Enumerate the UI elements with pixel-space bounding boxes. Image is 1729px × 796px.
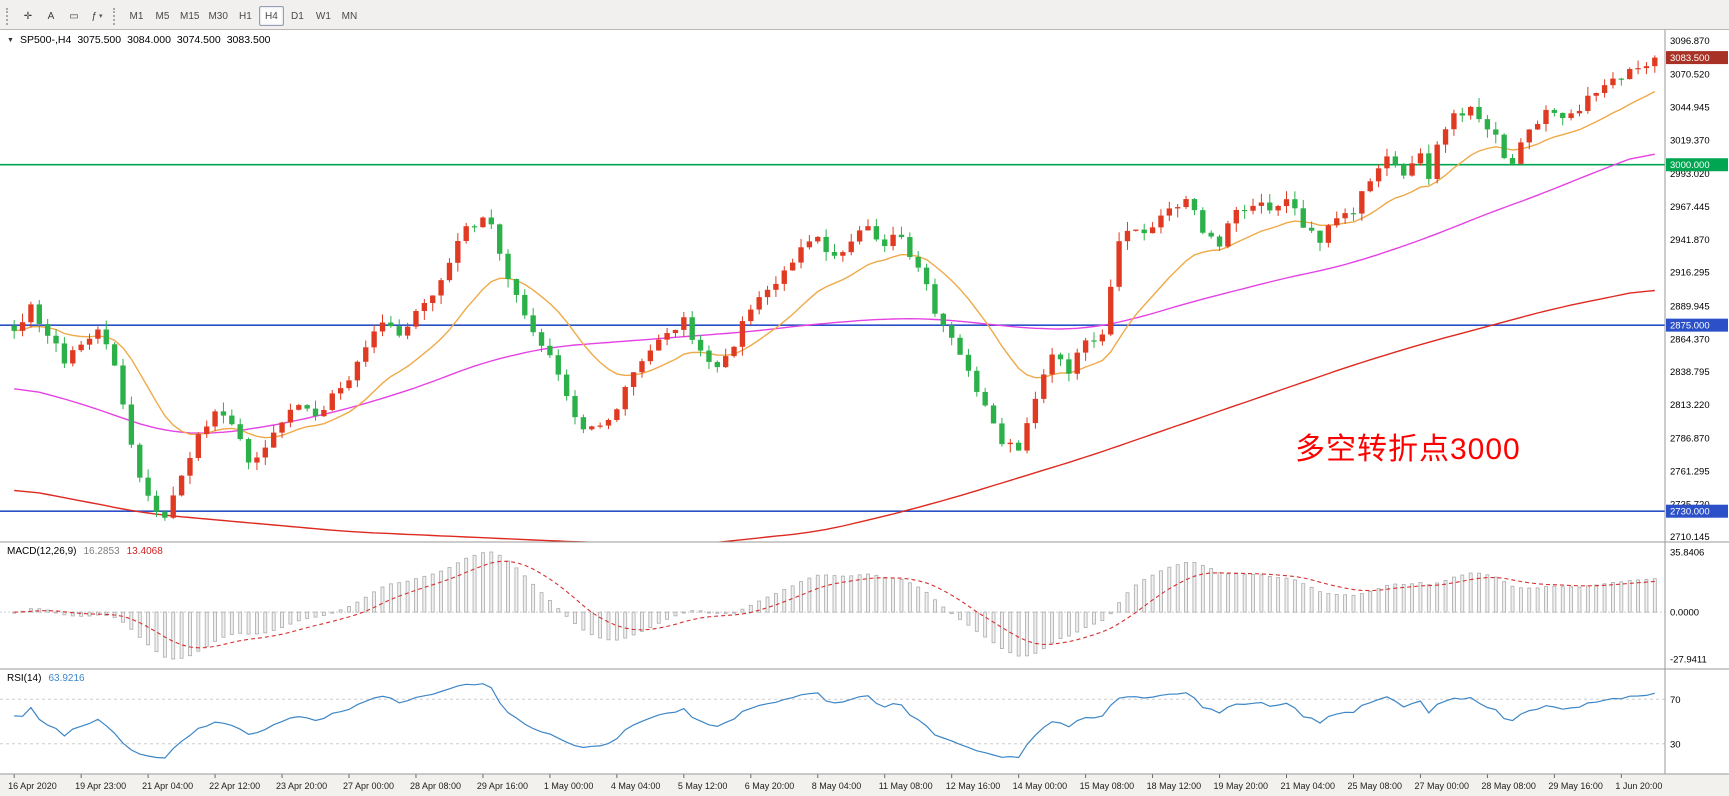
svg-text:29 May 16:00: 29 May 16:00 <box>1548 781 1603 791</box>
svg-text:3000.000: 3000.000 <box>1670 160 1710 171</box>
svg-text:27 Apr 00:00: 27 Apr 00:00 <box>343 781 394 791</box>
svg-text:-27.9411: -27.9411 <box>1670 655 1707 666</box>
svg-text:27 May 00:00: 27 May 00:00 <box>1414 781 1469 791</box>
svg-text:5 May 12:00: 5 May 12:00 <box>678 781 728 791</box>
text-label-tool-icon: A <box>47 10 55 22</box>
svg-text:0.0000: 0.0000 <box>1670 608 1699 619</box>
svg-text:22 Apr 12:00: 22 Apr 12:00 <box>209 781 260 791</box>
quote-line: ▼ SP500-,H4 3075.500 3084.000 3074.500 3… <box>7 34 271 46</box>
annotation-text: 多空转折点3000 <box>1295 433 1521 466</box>
timeframe-button-mn[interactable]: MN <box>341 10 358 22</box>
svg-text:23 Apr 20:00: 23 Apr 20:00 <box>276 781 327 791</box>
timeframe-button-h4[interactable]: H4 <box>258 6 284 26</box>
toolbar-gripper-2[interactable] <box>113 7 119 25</box>
macd-main-value: 16.2853 <box>83 546 120 557</box>
quote-close: 3083.500 <box>226 34 271 46</box>
svg-text:15 May 08:00: 15 May 08:00 <box>1080 781 1135 791</box>
svg-text:2993.020: 2993.020 <box>1670 169 1710 180</box>
macd-name: MACD(12,26,9) <box>7 546 77 557</box>
timeframe-button-d1[interactable]: D1 <box>291 10 304 22</box>
timeframe-button-h1[interactable]: H1 <box>239 10 252 22</box>
svg-text:2889.945: 2889.945 <box>1670 301 1710 312</box>
svg-text:25 May 08:00: 25 May 08:00 <box>1347 781 1402 791</box>
rsi-name: RSI(14) <box>7 673 42 684</box>
svg-text:16 Apr 2020: 16 Apr 2020 <box>8 781 57 791</box>
svg-text:6 May 20:00: 6 May 20:00 <box>745 781 795 791</box>
svg-text:2916.295: 2916.295 <box>1670 268 1710 279</box>
dropdown-caret-icon: ▾ <box>99 13 103 20</box>
svg-text:2875.000: 2875.000 <box>1670 321 1710 332</box>
svg-text:2710.145: 2710.145 <box>1670 532 1710 543</box>
svg-text:2864.370: 2864.370 <box>1670 334 1710 345</box>
svg-text:3019.370: 3019.370 <box>1670 135 1710 146</box>
crosshair-tool-button[interactable]: ✛ <box>17 6 39 26</box>
svg-text:28 Apr 08:00: 28 Apr 08:00 <box>410 781 461 791</box>
svg-text:21 May 04:00: 21 May 04:00 <box>1281 781 1336 791</box>
svg-text:12 May 16:00: 12 May 16:00 <box>946 781 1001 791</box>
indicators-tool-button[interactable]: ƒ ▾ <box>86 6 108 26</box>
svg-text:28 May 08:00: 28 May 08:00 <box>1481 781 1536 791</box>
svg-text:70: 70 <box>1670 695 1681 706</box>
svg-text:11 May 08:00: 11 May 08:00 <box>879 781 933 791</box>
timeframe-button-m30[interactable]: M30 <box>208 10 228 22</box>
svg-text:14 May 00:00: 14 May 00:00 <box>1013 781 1068 791</box>
timeframe-button-m1[interactable]: M1 <box>129 10 144 22</box>
svg-text:18 May 12:00: 18 May 12:00 <box>1147 781 1202 791</box>
svg-text:30: 30 <box>1670 739 1681 750</box>
svg-text:4 May 04:00: 4 May 04:00 <box>611 781 661 791</box>
toolbar-timeframes: M1 M5 M15 M30 H1 H4 D1 W1 MN <box>124 6 362 26</box>
timeframe-button-m15[interactable]: M15 <box>180 10 200 22</box>
svg-text:2761.295: 2761.295 <box>1670 467 1710 478</box>
svg-text:2967.445: 2967.445 <box>1670 202 1710 213</box>
svg-text:8 May 04:00: 8 May 04:00 <box>812 781 862 791</box>
shapes-tool-icon: ▭ <box>69 10 79 22</box>
macd-signal-value: 13.4068 <box>126 546 163 557</box>
svg-text:1 Jun 20:00: 1 Jun 20:00 <box>1615 781 1662 791</box>
svg-text:3044.945: 3044.945 <box>1670 103 1710 114</box>
toolbar-tools: ✛ A ▭ ƒ ▾ <box>17 6 108 26</box>
shapes-tool-button[interactable]: ▭ <box>63 6 85 26</box>
rsi-indicator-label: RSI(14) 63.9216 <box>7 673 85 684</box>
svg-text:2813.220: 2813.220 <box>1670 400 1710 411</box>
rsi-value: 63.9216 <box>48 673 85 684</box>
timeframe-button-m5[interactable]: M5 <box>155 10 170 22</box>
svg-text:3070.520: 3070.520 <box>1670 70 1710 81</box>
quote-open: 3075.500 <box>77 34 122 46</box>
svg-text:35.8406: 35.8406 <box>1670 548 1704 559</box>
text-label-tool-button[interactable]: A <box>40 6 62 26</box>
svg-text:3096.870: 3096.870 <box>1670 36 1710 47</box>
svg-text:19 May 20:00: 19 May 20:00 <box>1214 781 1269 791</box>
svg-text:2941.870: 2941.870 <box>1670 235 1710 246</box>
quote-high: 3084.000 <box>127 34 171 46</box>
svg-text:29 Apr 16:00: 29 Apr 16:00 <box>477 781 528 791</box>
toolbar-gripper[interactable] <box>6 7 12 25</box>
svg-text:2730.000: 2730.000 <box>1670 507 1710 518</box>
symbol-timeframe: SP500-,H4 <box>19 34 72 46</box>
quote-low: 3074.500 <box>176 34 221 46</box>
svg-text:1 May 00:00: 1 May 00:00 <box>544 781 594 791</box>
svg-text:2786.870: 2786.870 <box>1670 434 1710 445</box>
chevron-down-icon[interactable]: ▼ <box>7 36 14 44</box>
svg-text:19 Apr 23:00: 19 Apr 23:00 <box>75 781 126 791</box>
crosshair-tool-icon: ✛ <box>23 10 33 22</box>
toolbar: ✛ A ▭ ƒ ▾ M1 M5 M15 M30 H1 H4 D1 W1 MN <box>0 0 1729 30</box>
macd-indicator-label: MACD(12,26,9) 16.2853 13.4068 <box>7 546 163 557</box>
svg-text:3083.500: 3083.500 <box>1670 53 1710 64</box>
indicators-tool-icon: ƒ <box>91 10 98 22</box>
svg-text:2838.795: 2838.795 <box>1670 367 1710 378</box>
svg-text:21 Apr 04:00: 21 Apr 04:00 <box>142 781 193 791</box>
timeframe-button-w1[interactable]: W1 <box>315 10 331 22</box>
